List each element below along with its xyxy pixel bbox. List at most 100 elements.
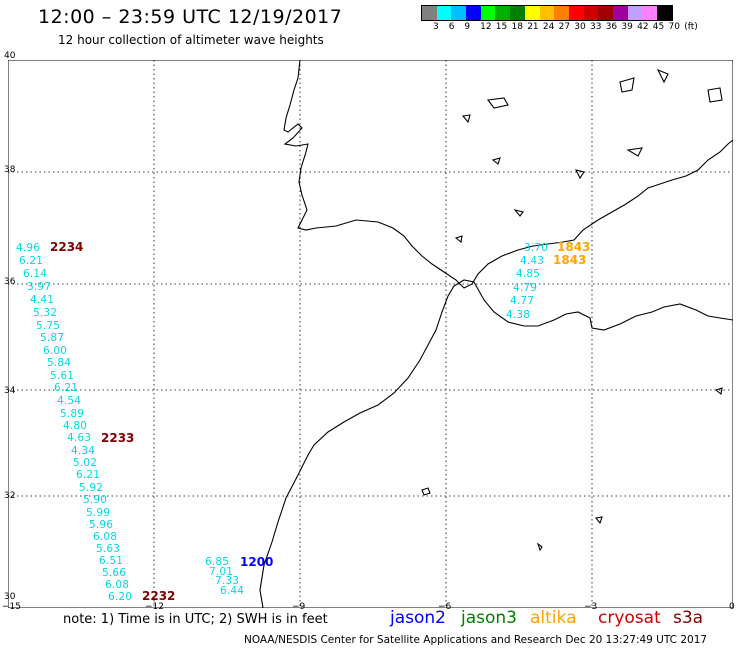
colorbar-label: 18 [511, 22, 523, 32]
wave-value: 5.89 [60, 408, 85, 420]
figure-subtitle: 12 hour collection of altimeter wave hei… [58, 33, 324, 47]
colorbar-swatch [598, 6, 613, 20]
colorbar-swatch [627, 6, 643, 20]
wave-value: 5.75 [36, 320, 61, 332]
legend-altika: altika [530, 608, 577, 628]
wave-value: 4.43 [520, 255, 545, 267]
wave-value: 3.97 [27, 281, 52, 293]
colorbar-label: 21 [527, 22, 539, 32]
wave-value: 5.87 [40, 332, 65, 344]
island-10 [461, 114, 471, 124]
island-3 [536, 542, 543, 552]
colorbar-label: 30 [574, 22, 586, 32]
colorbar-swatch [554, 6, 569, 20]
colorbar-label: 39 [621, 22, 633, 32]
lon-label-0: 0 [729, 602, 735, 612]
time-label: 1200 [240, 555, 274, 569]
colorbar-label: 24 [542, 22, 555, 32]
colorbar-label: 42 [637, 22, 649, 32]
north-africa-coastline [259, 279, 733, 608]
island-14 [714, 387, 723, 396]
wave-value: 4.96 [16, 242, 41, 254]
wave-value: 6.44 [220, 585, 245, 597]
graticule [8, 60, 733, 608]
legend-cryosat: cryosat [598, 608, 661, 628]
wave-value: 7.33 [215, 575, 240, 587]
island-9 [707, 87, 723, 103]
coastlines [259, 60, 733, 608]
colorbar-swatch [539, 6, 555, 20]
lon-label-m15: −15 [2, 602, 21, 612]
lon-label-m6: −6 [438, 602, 452, 612]
colorbar-swatch [524, 6, 540, 20]
wave-value: 4.80 [63, 420, 88, 432]
colorbar-swatch [422, 6, 437, 20]
units-note: note: 1) Time is in UTC; 2) SWH is in fe… [63, 612, 328, 627]
island-1 [421, 487, 431, 496]
island-7 [619, 77, 635, 93]
colorbar-swatch [642, 6, 657, 20]
lon-label-m12: −12 [145, 602, 164, 612]
lat-label-32: 32 [4, 491, 16, 501]
colorbar-label: (ft) [684, 22, 698, 32]
footer-credit: NOAA/NESDIS Center for Satellite Applica… [244, 634, 708, 646]
wave-value: 6.14 [23, 268, 48, 280]
island-11 [574, 169, 585, 180]
lat-label-30: 30 [4, 592, 16, 602]
wave-value: 6.51 [99, 555, 124, 567]
map-panel [8, 60, 733, 608]
lon-label-m9: −9 [292, 602, 306, 612]
colorbar-swatch [657, 6, 672, 20]
time-label: 2232 [142, 589, 176, 603]
colorbar-swatch [480, 6, 496, 20]
wave-value: 6.21 [54, 382, 79, 394]
colorbar-swatch [495, 6, 511, 20]
wave-value: 7.01 [209, 566, 234, 578]
wave-value: 5.99 [86, 507, 111, 519]
island-4 [491, 157, 501, 165]
colorbar-label: 36 [605, 22, 618, 32]
wave-value: 5.66 [102, 567, 127, 579]
iberia-coastline [283, 60, 733, 289]
figure-title: 12:00 – 23:59 UTC 12/19/2017 [38, 6, 343, 28]
colorbar-swatch [612, 6, 628, 20]
time-label: 2234 [50, 240, 84, 254]
wave-value: 6.21 [19, 255, 44, 267]
colorbar-label: 9 [464, 22, 471, 32]
wave-value: 5.96 [89, 519, 114, 531]
island-5 [513, 209, 524, 217]
legend-jason2: jason2 [390, 608, 446, 628]
lat-label-36: 36 [4, 277, 16, 287]
time-label: 1843 [557, 240, 591, 254]
colorbar-label: 70 [668, 22, 680, 32]
island-12 [626, 147, 643, 157]
wave-value: 6.85 [205, 556, 230, 568]
wave-value: 5.84 [47, 357, 72, 369]
time-label: 1843 [553, 253, 587, 267]
wave-value: 6.08 [93, 531, 118, 543]
legend-s3a: s3a [673, 608, 704, 628]
lat-label-40: 40 [4, 51, 16, 61]
wave-height-colorbar [421, 5, 673, 21]
wave-value: 4.77 [510, 295, 535, 307]
wave-value: 4.54 [57, 395, 82, 407]
wave-value: 5.92 [79, 482, 104, 494]
colorbar-label: 45 [652, 22, 665, 32]
colorbar-label: 27 [558, 22, 571, 32]
colorbar-label: 3 [433, 22, 439, 32]
colorbar-swatch [583, 6, 599, 20]
wave-value: 5.32 [33, 307, 58, 319]
wave-value: 4.41 [30, 294, 55, 306]
island-8 [656, 68, 669, 84]
lat-label-34: 34 [4, 386, 16, 396]
legend-jason3: jason3 [461, 608, 517, 628]
time-label: 2233 [101, 431, 135, 445]
wave-value: 6.20 [108, 591, 133, 603]
wave-value: 4.38 [506, 309, 531, 321]
wave-value: 4.63 [67, 432, 92, 444]
colorbar-label: 33 [590, 22, 602, 32]
colorbar-swatch [436, 6, 452, 20]
wave-value: 5.02 [73, 457, 98, 469]
lon-label-m3: −3 [584, 602, 598, 612]
